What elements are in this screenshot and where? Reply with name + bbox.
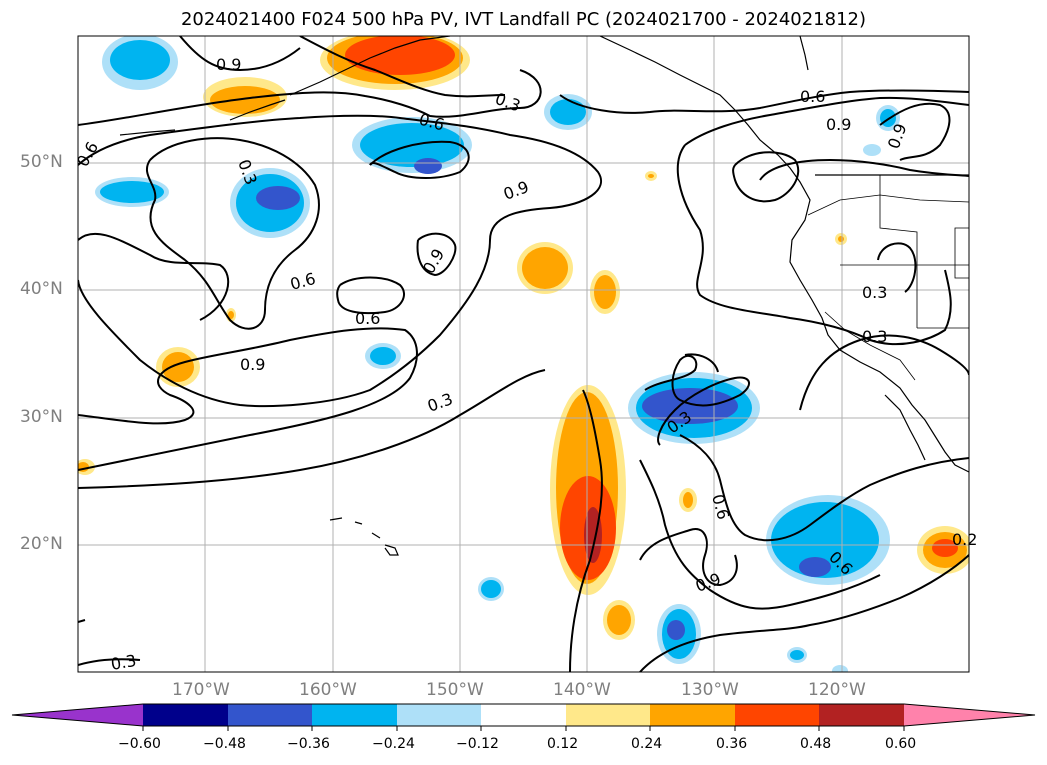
graticule [78, 36, 969, 672]
colorbar-tick-label: −0.36 [287, 736, 330, 752]
contour-label: 0.9 [501, 177, 531, 204]
colorbar-segment [228, 704, 313, 726]
colorbar-segment [735, 704, 820, 726]
colorbar-segment [143, 704, 228, 726]
map-title: 2024021400 F024 500 hPa PV, IVT Landfall… [180, 9, 867, 30]
lat-label: 20°N [20, 534, 63, 554]
colorbar-tick-label: 0.36 [716, 736, 748, 752]
contour-label: 0.6 [355, 309, 380, 328]
coastlines [119, 36, 969, 556]
contour-label: 0.3 [493, 89, 523, 116]
contour-label: 0.9 [216, 55, 241, 74]
contour-label: 0.9 [693, 569, 723, 596]
colorbar-tick-label: 0.48 [800, 736, 832, 752]
contour-label: 0.9 [240, 355, 265, 374]
colorbar-tick-label: −0.24 [372, 736, 415, 752]
colorbar-tick-label: −0.60 [118, 736, 161, 752]
lon-label: 140°W [553, 680, 611, 700]
map-area [78, 36, 969, 672]
colorbar-tick-label: 0.60 [885, 736, 917, 752]
map-frame [77, 35, 970, 673]
contour-label: 0.3 [862, 327, 887, 346]
contour-label: 0.6 [73, 138, 102, 170]
colorbar-tick-label: 0.24 [631, 736, 663, 752]
contour-label: 0.3 [425, 389, 455, 416]
colorbar-tick-label: −0.12 [456, 736, 499, 752]
contour-label: 0.3 [862, 283, 887, 302]
colorbar-extend-low [12, 704, 143, 726]
colorbar-segment [397, 704, 482, 726]
colorbar-segment [819, 704, 904, 726]
lon-label: 130°W [681, 680, 739, 700]
contour-label: 0.6 [708, 492, 733, 522]
contour-label: 0.9 [826, 115, 851, 134]
colorbar-tick-label: −0.48 [203, 736, 246, 752]
colorbar-segment [566, 704, 651, 726]
colorbar-extend-high [904, 704, 1035, 726]
lon-label: 170°W [172, 680, 230, 700]
colorbar-tick-label: 0.12 [547, 736, 579, 752]
lon-label: 150°W [426, 680, 484, 700]
colorbar-segment [650, 704, 735, 726]
pv-contours [78, 36, 969, 672]
colorbar [11, 703, 1036, 731]
lon-label: 120°W [808, 680, 866, 700]
lat-label: 40°N [20, 279, 63, 299]
contour-label: 0.6 [800, 87, 825, 106]
contour-label: 0.2 [952, 530, 977, 549]
colorbar-segment [481, 704, 566, 726]
lon-label: 160°W [299, 680, 357, 700]
lat-label: 50°N [20, 152, 63, 172]
lat-label: 30°N [20, 407, 63, 427]
contour-label: 0.3 [109, 651, 137, 674]
colorbar-segment [312, 704, 397, 726]
